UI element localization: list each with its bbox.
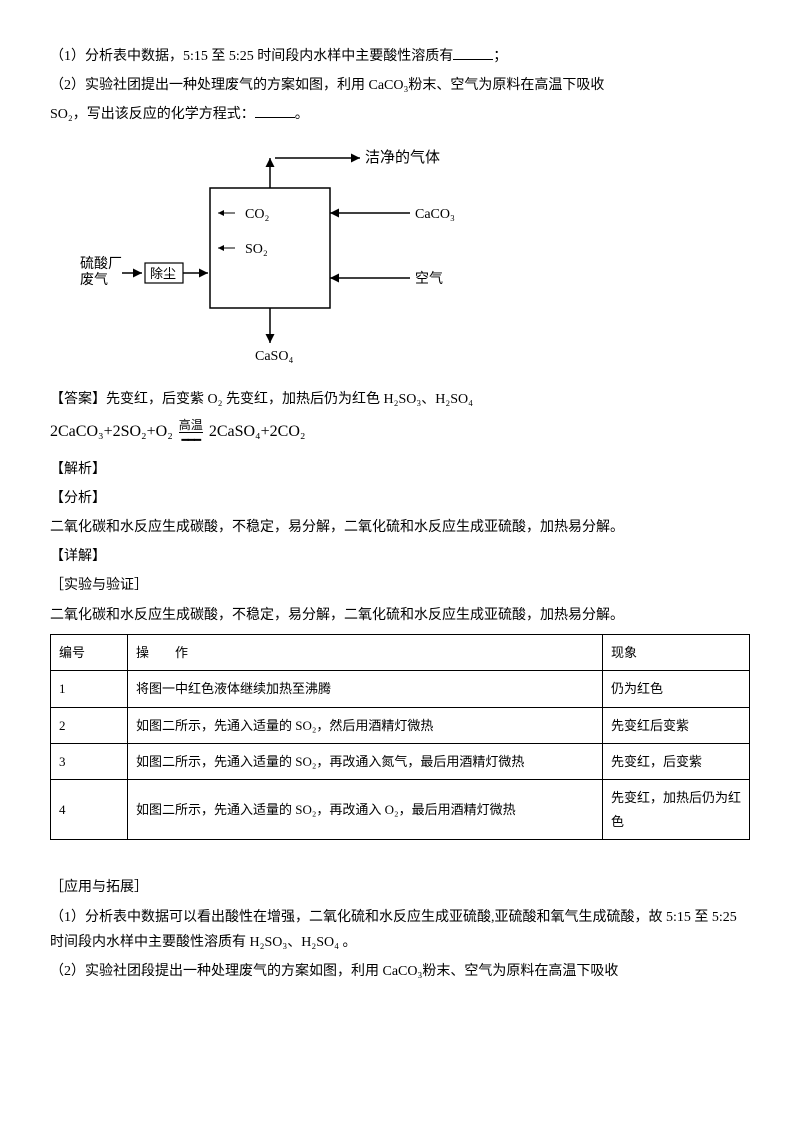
app1: （1）分析表中数据可以看出酸性在增强，二氧化硫和水反应生成亚硫酸,亚硫酸和氧气生… bbox=[50, 905, 750, 955]
cell-ph: 先变红，后变紫 bbox=[603, 744, 750, 780]
table-row: 4 如图二所示，先通入适量的 SO₂，再改通入 O₂，最后用酒精灯微热 先变红，… bbox=[51, 780, 750, 840]
table-header-row: 编号 操 作 现象 bbox=[51, 634, 750, 670]
analysis-label: 【解析】 bbox=[50, 457, 750, 482]
app-label: ［应用与拓展］ bbox=[50, 875, 750, 900]
app1-suffix: 。 bbox=[343, 935, 357, 950]
question-2b: SO₂，写出该反应的化学方程式： 。 bbox=[50, 102, 750, 127]
fenxi-text: 二氧化碳和水反应生成碳酸，不稳定，易分解，二氧化硫和水反应生成亚硫酸，加热易分解… bbox=[50, 515, 750, 540]
q2-suffix: 。 bbox=[295, 107, 309, 122]
q2a-text: （2）实验社团提出一种处理废气的方案如图，利用 CaCO₃粉末、空气为原料在高温… bbox=[50, 78, 604, 93]
label-caso4: CaSO₄ bbox=[255, 349, 293, 364]
answer-text: 先变红，后变紫 O₂ 先变红，加热后仍为红色 H₂SO₃、H₂SO₄ bbox=[106, 392, 473, 407]
app1-ans: H₂SO₃、H₂SO₄ bbox=[250, 935, 340, 950]
label-clean-gas: 洁净的气体 bbox=[365, 149, 440, 166]
exp-label: ［实验与验证］ bbox=[50, 573, 750, 598]
eq-right: 2CaSO₄+2CO₂ bbox=[209, 423, 306, 440]
cell-ph: 先变红，加热后仍为红色 bbox=[603, 780, 750, 840]
detail-label: 【详解】 bbox=[50, 544, 750, 569]
cell-ph: 先变红后变紫 bbox=[603, 707, 750, 743]
label-co2: CO₂ bbox=[245, 207, 269, 222]
label-factory-1: 硫酸厂 bbox=[80, 256, 122, 272]
table-row: 2 如图二所示，先通入适量的 SO₂，然后用酒精灯微热 先变红后变紫 bbox=[51, 707, 750, 743]
cell-op: 如图二所示，先通入适量的 SO₂，再改通入氮气，最后用酒精灯微热 bbox=[128, 744, 603, 780]
eq-cond-text: 高温 bbox=[179, 419, 203, 431]
q2b-text: SO₂，写出该反应的化学方程式： bbox=[50, 107, 255, 122]
eq-left: 2CaCO₃+2SO₂+O₂ bbox=[50, 423, 173, 440]
app1-text: （1）分析表中数据可以看出酸性在增强，二氧化硫和水反应生成亚硫酸,亚硫酸和氧气生… bbox=[50, 910, 737, 950]
label-caco3: CaCO₃ bbox=[415, 207, 455, 222]
diagram-svg: 洁净的气体 CO₂ CaCO₃ SO₂ 空气 硫酸厂 废气 除尘 CaSO₄ bbox=[80, 138, 480, 368]
th-op: 操 作 bbox=[128, 634, 603, 670]
cell-id: 2 bbox=[51, 707, 128, 743]
q1-suffix: ； bbox=[493, 49, 507, 64]
app2: （2）实验社团段提出一种处理废气的方案如图，利用 CaCO₃粉末、空气为原料在高… bbox=[50, 959, 750, 984]
process-diagram: 洁净的气体 CO₂ CaCO₃ SO₂ 空气 硫酸厂 废气 除尘 CaSO₄ bbox=[80, 138, 750, 377]
label-factory-2: 废气 bbox=[80, 272, 108, 288]
label-dust: 除尘 bbox=[150, 266, 176, 281]
equation: 2CaCO₃+2SO₂+O₂ 高温 ━━━ 2CaSO₄+2CO₂ bbox=[50, 418, 750, 447]
cell-op: 将图一中红色液体继续加热至沸腾 bbox=[128, 671, 603, 707]
th-phenom: 现象 bbox=[603, 634, 750, 670]
q1-blank bbox=[453, 45, 493, 60]
exp-intro: 二氧化碳和水反应生成碳酸，不稳定，易分解，二氧化硫和水反应生成亚硫酸，加热易分解… bbox=[50, 603, 750, 628]
question-2a: （2）实验社团提出一种处理废气的方案如图，利用 CaCO₃粉末、空气为原料在高温… bbox=[50, 73, 750, 98]
label-air: 空气 bbox=[415, 271, 443, 287]
cell-op: 如图二所示，先通入适量的 SO₂，然后用酒精灯微热 bbox=[128, 707, 603, 743]
cell-ph: 仍为红色 bbox=[603, 671, 750, 707]
answer-line: 【答案】先变红，后变紫 O₂ 先变红，加热后仍为红色 H₂SO₃、H₂SO₄ bbox=[50, 387, 750, 412]
table-row: 3 如图二所示，先通入适量的 SO₂，再改通入氮气，最后用酒精灯微热 先变红，后… bbox=[51, 744, 750, 780]
fenxi-label: 【分析】 bbox=[50, 486, 750, 511]
eq-condition: 高温 ━━━ bbox=[179, 419, 203, 446]
experiment-table: 编号 操 作 现象 1 将图一中红色液体继续加热至沸腾 仍为红色 2 如图二所示… bbox=[50, 634, 750, 840]
cell-id: 3 bbox=[51, 744, 128, 780]
th-id: 编号 bbox=[51, 634, 128, 670]
cell-id: 4 bbox=[51, 780, 128, 840]
q1-text: （1）分析表中数据，5:15 至 5:25 时间段内水样中主要酸性溶质有 bbox=[50, 49, 453, 64]
cell-id: 1 bbox=[51, 671, 128, 707]
table-row: 1 将图一中红色液体继续加热至沸腾 仍为红色 bbox=[51, 671, 750, 707]
cell-op: 如图二所示，先通入适量的 SO₂，再改通入 O₂，最后用酒精灯微热 bbox=[128, 780, 603, 840]
answer-label: 【答案】 bbox=[50, 392, 106, 407]
q2-blank bbox=[255, 103, 295, 118]
label-so2: SO₂ bbox=[245, 242, 268, 257]
question-1: （1）分析表中数据，5:15 至 5:25 时间段内水样中主要酸性溶质有 ； bbox=[50, 44, 750, 69]
